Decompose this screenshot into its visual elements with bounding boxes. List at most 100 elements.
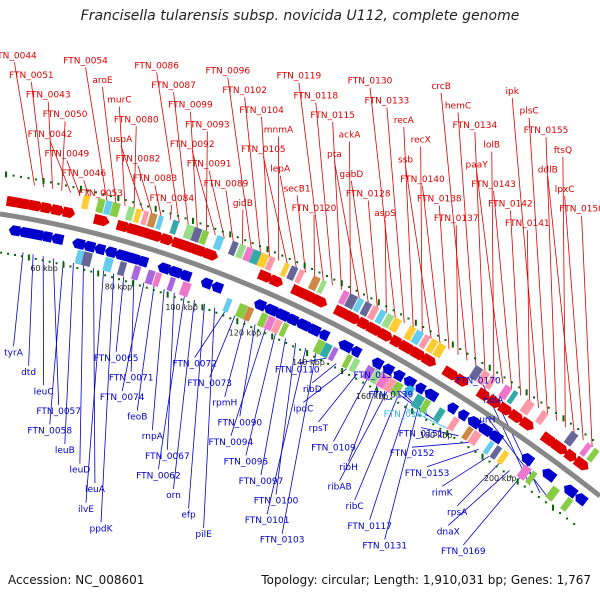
reverse-gene-arrow [415,382,427,395]
tick-mark [152,288,155,291]
gene-label: FTN_0094 [209,438,254,448]
tick-mark [390,397,393,400]
kbp-ticks: 60 kbp 80 kbp 100 kbp 120 kbp 140 kbp 160 kbp… [30,264,516,483]
forward-gene-arrow [256,269,273,283]
label-connector [426,448,479,468]
gene-block [586,447,600,463]
gene-block [212,234,225,251]
tick-mark [229,317,232,320]
tick-rings [0,171,594,526]
reverse-gene-arrow [285,313,300,327]
gene-block [95,198,106,214]
gene-label: FTN_0050 [43,110,88,120]
gene-label: FTN_0134 [453,121,498,131]
gene-block [256,252,270,269]
tick-mark [411,408,414,415]
gene-label: rimK [432,488,454,498]
gene-block [190,226,203,243]
reverse-gene-arrow [211,281,225,294]
label-connector [447,470,510,526]
gene-label: recA [394,116,415,126]
tick-mark [392,309,395,312]
gene-label: aroE [92,76,113,86]
label-connector [528,117,548,415]
tick-mark [236,318,239,325]
tick-mark [27,177,30,180]
label-connector [166,292,175,450]
tick-mark [42,177,45,184]
tick-mark [266,246,269,253]
tick-mark [48,260,51,263]
reverse-gene-arrow [542,468,558,483]
tick-mark [41,259,44,262]
forward-gene-arrow [268,274,283,288]
tick-mark [370,297,373,300]
label-connector [245,333,276,456]
reverse-gene-arrow [382,363,396,377]
tick-mark [481,453,484,460]
tick-mark [473,357,476,360]
label-connector [476,171,504,384]
tick-mark [131,280,134,287]
forward-gene-arrow [539,431,557,447]
reverse-gene-arrow [113,249,130,262]
tick-mark [214,227,217,230]
tick-mark [111,276,114,279]
gene-block [418,398,432,414]
tick-mark [14,253,17,256]
tick-mark [104,274,107,277]
tick-mark [83,268,86,271]
tick-mark [292,345,295,348]
gene-block [152,271,163,288]
kbp-tick-label: 160 kbp [356,392,389,401]
tick-mark [79,185,82,192]
gene-block [432,407,446,423]
gene-block [468,365,484,382]
label-connector [28,254,34,366]
gene-label: FTN_0057 [36,407,81,417]
gene-label: ppdK [90,524,114,534]
kbp-tick-label: 100 kbp [165,303,198,312]
tick-mark [355,377,358,380]
tick-mark [0,251,3,254]
tick-mark [187,301,190,304]
label-connector [64,262,74,445]
tick-mark [250,326,253,329]
tick-mark [154,205,157,212]
label-connector [14,62,35,186]
label-connector [49,260,64,425]
gene-block [476,369,491,386]
gene-label: FTN_0101 [245,516,290,526]
label-connector [47,101,54,189]
gene-block [382,376,397,394]
label-connector [275,343,297,495]
gene-block [381,313,395,329]
tick-mark [532,396,535,399]
tick-mark [385,305,388,308]
forward-gene-arrow [377,327,393,342]
label-connector [93,268,96,484]
gene-block [155,215,165,230]
tick-mark [5,171,8,178]
gene-label: ackA [339,131,362,141]
label-connector [339,391,388,481]
reverse-gene-arrow [104,246,118,259]
label-connector [100,273,115,523]
tick-mark [221,230,224,233]
tick-mark [102,193,105,196]
gene-block [359,301,373,317]
label-connector [61,121,66,191]
gene-label: rpsA [447,508,468,518]
tick-mark [191,217,194,224]
tick-mark [278,338,281,341]
tick-mark [97,270,100,277]
tick-mark [348,373,351,376]
gene-block [506,390,519,405]
forward-gene-arrow [420,352,436,367]
reverse-gene-arrow [372,357,385,371]
kbp-tick-label: 180 kbp [420,431,453,440]
gene-block [348,357,361,373]
reverse-gene-arrow [40,231,53,243]
gene-label: FTN_0044 [0,51,37,61]
tick-mark [488,460,491,463]
